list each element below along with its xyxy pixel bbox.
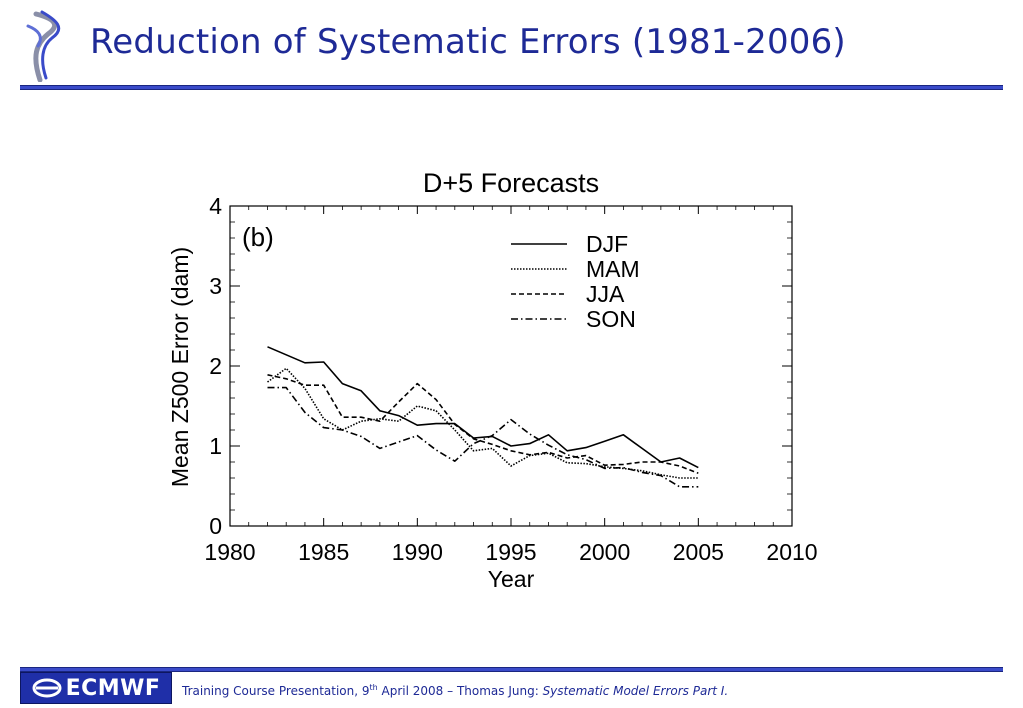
y-tick-label: 4	[209, 193, 222, 219]
footer-text-italic: Systematic Model Errors Part I.	[542, 684, 729, 698]
legend-label-son: SON	[586, 306, 636, 332]
y-axis-label: Mean Z500 Error (dam)	[167, 247, 193, 487]
x-axis-label: Year	[488, 566, 535, 592]
y-tick-label: 2	[209, 353, 222, 379]
series-line-djf	[267, 346, 699, 469]
y-tick-label: 1	[209, 433, 222, 459]
series-line-mam	[267, 367, 699, 479]
footer-caption: Training Course Presentation, 9th April …	[182, 683, 728, 698]
x-tick-label: 2010	[766, 539, 817, 565]
x-tick-label: 1985	[298, 539, 349, 565]
x-tick-label: 2005	[673, 539, 724, 565]
chart-title: D+5 Forecasts	[423, 168, 599, 198]
footer-text-sup: th	[369, 683, 378, 692]
y-tick-label: 3	[209, 273, 222, 299]
y-tick-label: 0	[209, 513, 222, 539]
series-line-son	[267, 386, 699, 488]
x-tick-label: 1980	[204, 539, 255, 565]
page-title: Reduction of Systematic Errors (1981-200…	[90, 22, 846, 62]
legend-label-djf: DJF	[586, 231, 628, 257]
footer-brand: ECMWF	[65, 675, 161, 701]
footer-logo: ECMWF	[20, 672, 172, 704]
header-divider	[20, 85, 1003, 90]
footer-text-middle: April 2008 – Thomas Jung:	[377, 684, 543, 698]
ecmwf-ring-icon	[32, 678, 62, 698]
x-tick-label: 2000	[579, 539, 630, 565]
x-tick-label: 1995	[485, 539, 536, 565]
ecmwf-swirl-logo-icon	[26, 10, 61, 82]
legend-label-mam: MAM	[586, 256, 640, 282]
legend-label-jja: JJA	[586, 281, 625, 307]
x-tick-label: 1990	[392, 539, 443, 565]
footer-text-prefix: Training Course Presentation, 9	[182, 684, 370, 698]
footer-divider	[20, 667, 1003, 672]
series-line-jja	[267, 374, 699, 474]
plot-frame	[229, 205, 793, 527]
panel-label: (b)	[242, 222, 274, 252]
